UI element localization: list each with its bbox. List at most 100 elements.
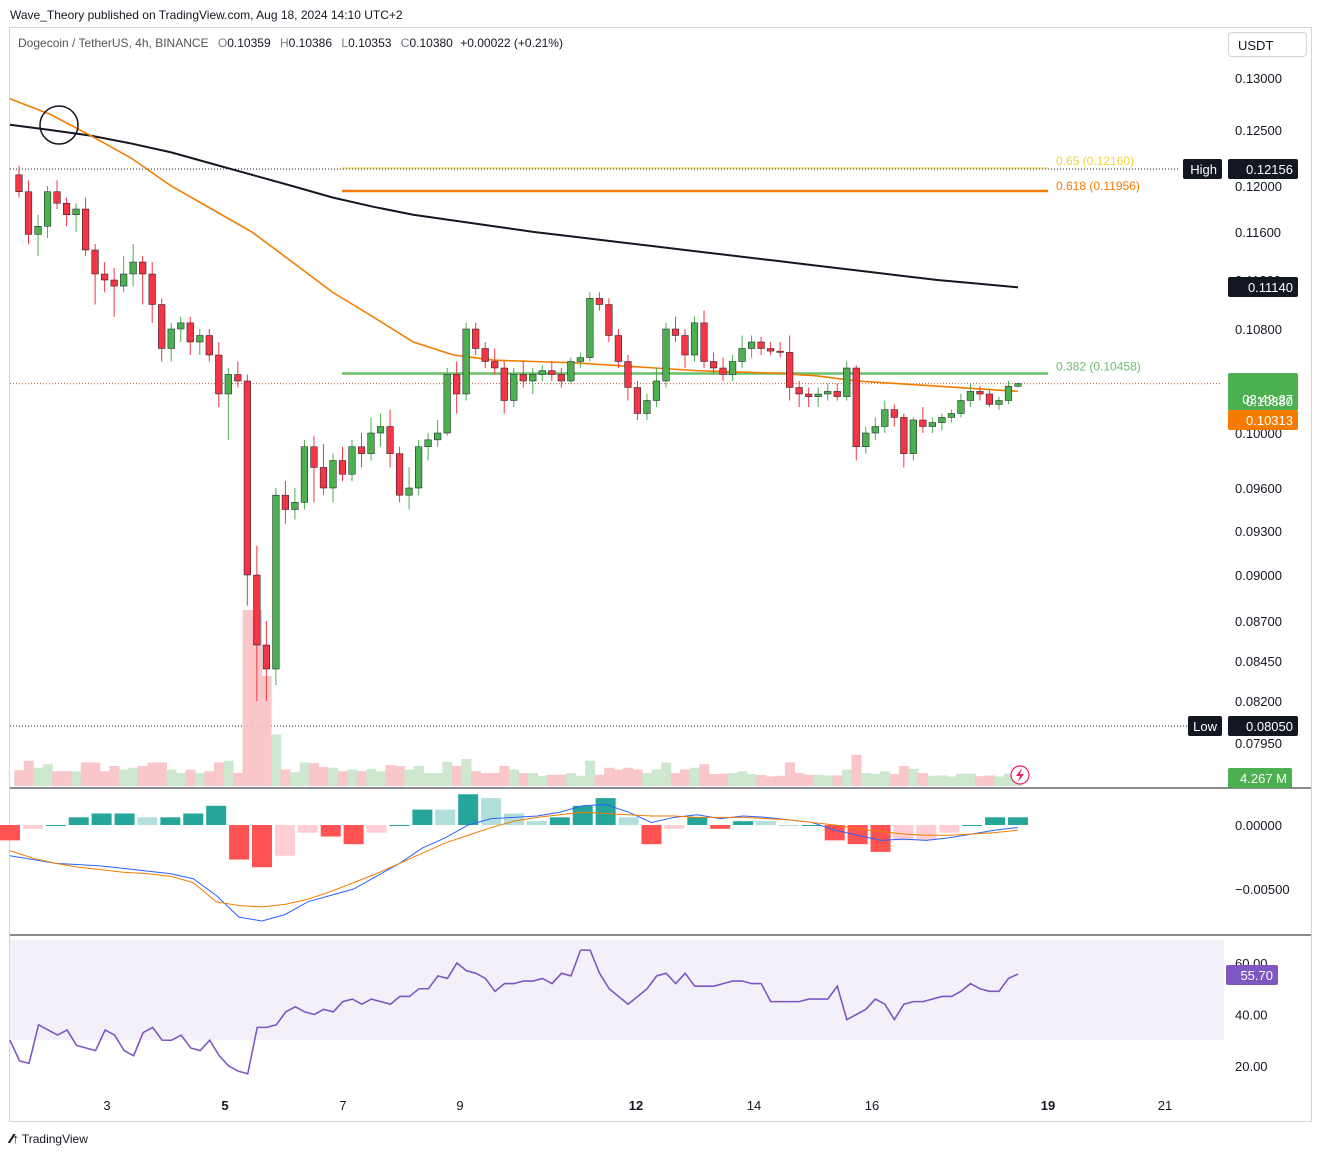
candle[interactable]	[34, 214, 42, 256]
candle[interactable]	[510, 368, 518, 407]
candle[interactable]	[614, 329, 622, 368]
candle[interactable]	[909, 417, 917, 461]
candle[interactable]	[957, 394, 965, 418]
candle[interactable]	[786, 335, 794, 401]
candle[interactable]	[24, 180, 33, 244]
candle[interactable]	[976, 386, 984, 401]
candle[interactable]	[376, 413, 385, 447]
candle[interactable]	[690, 316, 699, 362]
candle[interactable]	[567, 357, 575, 384]
candle[interactable]	[738, 335, 746, 369]
candle[interactable]	[72, 203, 80, 232]
candle[interactable]	[938, 413, 946, 431]
candle[interactable]	[53, 180, 61, 209]
candle[interactable]	[224, 368, 232, 440]
candle[interactable]	[357, 433, 366, 468]
candle[interactable]	[776, 342, 784, 358]
candle[interactable]	[643, 394, 651, 420]
candle[interactable]	[947, 409, 955, 423]
candle[interactable]	[167, 322, 175, 362]
candle[interactable]	[767, 342, 775, 355]
candle[interactable]	[681, 329, 689, 368]
candle[interactable]	[833, 383, 841, 401]
candle[interactable]	[472, 322, 480, 355]
candle[interactable]	[101, 262, 109, 293]
candle[interactable]	[405, 467, 413, 510]
candle[interactable]	[110, 268, 118, 317]
tradingview-logo[interactable]: ⁄⁄↑ TradingView	[10, 1131, 88, 1146]
lightning-icon[interactable]	[1010, 765, 1030, 785]
candle[interactable]	[728, 355, 737, 381]
candle[interactable]	[262, 621, 270, 701]
candle[interactable]	[995, 396, 1003, 410]
candle[interactable]	[719, 357, 727, 381]
candle[interactable]	[481, 342, 489, 368]
candle[interactable]	[605, 298, 613, 342]
candle[interactable]	[757, 336, 765, 355]
candle[interactable]	[386, 409, 394, 468]
candle[interactable]	[367, 417, 375, 461]
candle[interactable]	[82, 197, 90, 257]
candle[interactable]	[824, 383, 832, 401]
candle[interactable]	[120, 256, 128, 293]
candle[interactable]	[985, 390, 994, 407]
candle[interactable]	[15, 165, 23, 198]
candle[interactable]	[652, 368, 661, 407]
candle[interactable]	[928, 417, 936, 433]
candle[interactable]	[62, 197, 71, 227]
candle[interactable]	[900, 413, 908, 468]
candle[interactable]	[462, 322, 470, 401]
candle[interactable]	[158, 298, 166, 362]
candle[interactable]	[300, 439, 309, 510]
candle[interactable]	[500, 361, 508, 414]
candle[interactable]	[595, 292, 603, 311]
candle[interactable]	[852, 365, 860, 461]
candle[interactable]	[453, 361, 461, 414]
candle[interactable]	[519, 361, 527, 388]
currency-button[interactable]: USDT	[1228, 32, 1307, 57]
candle[interactable]	[148, 262, 156, 323]
candle[interactable]	[805, 387, 813, 408]
candle[interactable]	[43, 186, 52, 238]
candle[interactable]	[709, 352, 718, 375]
candle[interactable]	[139, 256, 147, 305]
candle[interactable]	[700, 310, 708, 368]
candle[interactable]	[395, 446, 404, 503]
candle[interactable]	[662, 322, 670, 388]
candle[interactable]	[576, 352, 584, 368]
candle[interactable]	[671, 316, 680, 342]
candle[interactable]	[871, 417, 879, 440]
candle[interactable]	[814, 387, 822, 408]
candle[interactable]	[557, 368, 565, 388]
candle[interactable]	[272, 488, 280, 685]
candle[interactable]	[215, 342, 223, 407]
candle[interactable]	[529, 368, 537, 394]
candle[interactable]	[253, 545, 261, 701]
candle[interactable]	[491, 348, 499, 375]
symbol-name[interactable]: Dogecoin / TetherUS, 4h, BINANCE	[18, 36, 209, 50]
candle[interactable]	[348, 439, 356, 482]
candle[interactable]	[966, 383, 975, 407]
candle[interactable]	[633, 381, 642, 420]
candle[interactable]	[624, 355, 632, 401]
candle[interactable]	[434, 420, 442, 447]
candle[interactable]	[310, 435, 318, 503]
candle[interactable]	[1004, 381, 1013, 405]
candle[interactable]	[338, 446, 347, 482]
candle[interactable]	[177, 316, 185, 342]
candle[interactable]	[91, 244, 99, 305]
candle[interactable]	[538, 365, 546, 381]
candle[interactable]	[586, 292, 594, 362]
candle[interactable]	[1014, 382, 1022, 388]
candle[interactable]	[890, 404, 898, 427]
candle[interactable]	[548, 361, 556, 382]
candle[interactable]	[205, 329, 213, 362]
candle[interactable]	[234, 361, 242, 388]
candle[interactable]	[196, 329, 204, 355]
candle[interactable]	[291, 488, 299, 520]
candle[interactable]	[795, 381, 803, 407]
candle[interactable]	[415, 439, 423, 496]
candle[interactable]	[881, 400, 889, 434]
candle[interactable]	[919, 407, 927, 433]
candle[interactable]	[129, 244, 137, 287]
